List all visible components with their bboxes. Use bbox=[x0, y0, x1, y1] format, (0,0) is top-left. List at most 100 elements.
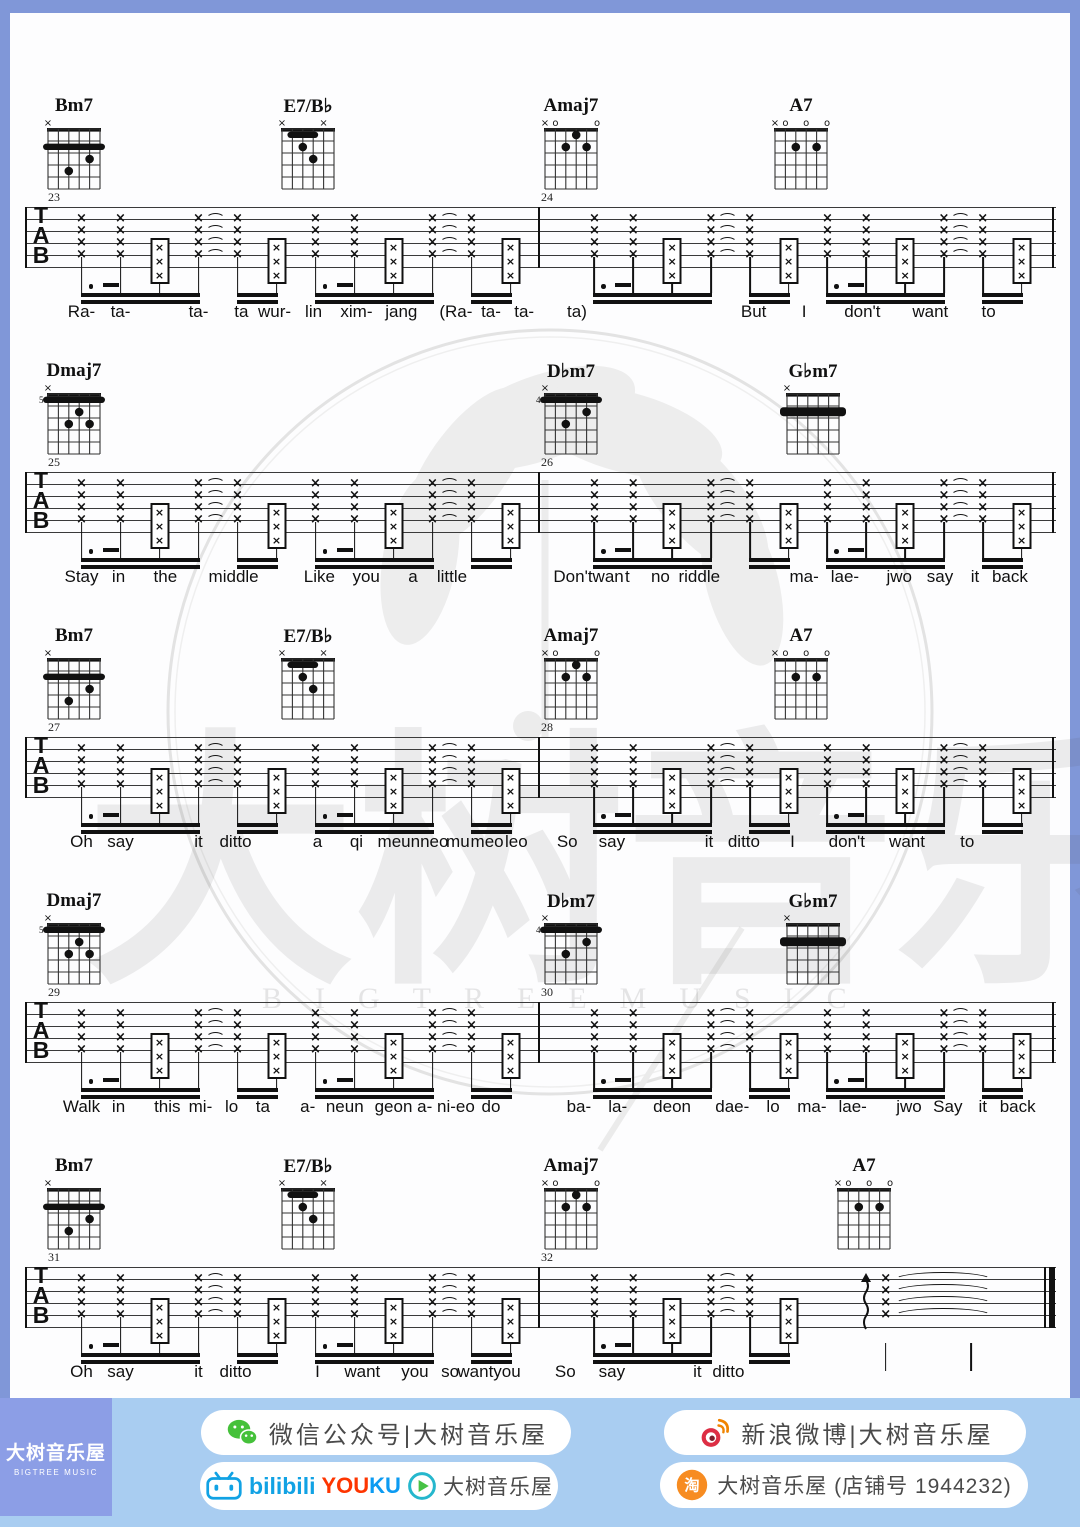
dead-note-box: × × × bbox=[895, 238, 915, 285]
note-stem bbox=[353, 787, 356, 823]
muted-strum-column: × × × × bbox=[115, 211, 126, 262]
chord-grid-icon: × o o o bbox=[834, 1178, 893, 1250]
beam-bar bbox=[748, 1359, 790, 1364]
note-stem bbox=[392, 549, 395, 558]
muted-strum-column: × × × × bbox=[977, 741, 989, 792]
dead-note-box: × × × bbox=[662, 768, 682, 815]
lyric-syllable: to bbox=[960, 832, 975, 851]
tie-arc bbox=[205, 1044, 225, 1056]
tie-arc bbox=[205, 225, 225, 237]
muted-strum-column: × × × × bbox=[627, 1271, 639, 1322]
chord-name: A7 bbox=[852, 1155, 876, 1176]
tie-arc bbox=[717, 755, 737, 767]
muted-strum-column: × × × × bbox=[821, 1006, 833, 1057]
note-stem bbox=[119, 787, 122, 823]
barline bbox=[538, 1267, 540, 1328]
barline bbox=[25, 737, 27, 798]
video-channels-badge: bilibili YOUKU 大树音乐屋 bbox=[200, 1462, 558, 1510]
lyric-syllable: Don'twan bbox=[553, 567, 624, 586]
staff-line bbox=[25, 484, 1056, 486]
dead-note-box: × × × bbox=[150, 768, 169, 815]
muted-strum-column: × × × × bbox=[427, 1271, 438, 1322]
chord-diagram: × 4 bbox=[535, 912, 607, 990]
muted-strum-column: × × × × bbox=[821, 741, 833, 792]
svg-text:×: × bbox=[783, 913, 791, 924]
beam-bar bbox=[748, 293, 790, 297]
note-stem bbox=[509, 814, 512, 823]
muted-strum-column: × × × × bbox=[705, 476, 717, 527]
barline bbox=[1052, 207, 1054, 268]
beam-bar bbox=[981, 1094, 1023, 1099]
muted-strum-column: × × × × bbox=[193, 1271, 204, 1322]
dead-note-box: × × × bbox=[662, 1298, 682, 1345]
muted-strum-column: × × × × bbox=[860, 476, 872, 527]
weibo-icon bbox=[702, 1418, 730, 1447]
muted-strum-column: × × × × bbox=[705, 1271, 717, 1322]
chord-name: E7/B♭ bbox=[283, 96, 333, 117]
beam-bar bbox=[470, 299, 512, 304]
note-stem bbox=[236, 522, 239, 558]
svg-text:×: × bbox=[44, 913, 52, 924]
muted-strum-column: × × × × bbox=[310, 741, 321, 792]
lyric-syllable: so bbox=[441, 1362, 460, 1381]
staff-line bbox=[25, 267, 1056, 269]
chord-name: Dmaj7 bbox=[46, 360, 102, 381]
tie-arc bbox=[205, 237, 225, 249]
partial-beam bbox=[336, 1078, 353, 1082]
dead-note-box: × × × bbox=[384, 503, 403, 550]
tie-arc bbox=[205, 1020, 225, 1032]
note-stem bbox=[119, 1317, 122, 1353]
svg-text:×: × bbox=[541, 648, 549, 659]
muted-strum-column: × × × × bbox=[938, 476, 950, 527]
chord-diagram: × bbox=[38, 117, 110, 195]
beam-bar bbox=[748, 1353, 790, 1357]
svg-text:×: × bbox=[319, 118, 327, 129]
lyric-syllable: jang bbox=[385, 302, 418, 321]
tie-arc bbox=[717, 1309, 737, 1321]
lyric-syllable: it bbox=[970, 567, 980, 586]
lyric-syllable: ba- bbox=[566, 1097, 592, 1116]
beam-bar bbox=[593, 293, 712, 297]
tab-system: Dmaj7 × 5 D♭m7 × 4 G♭m7 × 25 26 T A B × × × × × × × × ×… bbox=[0, 360, 1080, 625]
beam-bar bbox=[593, 564, 712, 569]
lyric-syllable: ta- bbox=[481, 302, 501, 321]
beam-bar bbox=[981, 293, 1023, 297]
muted-strum-column: × × × × bbox=[232, 741, 243, 792]
lyric-syllable: I bbox=[315, 1362, 320, 1381]
chord-grid-icon: × o o bbox=[541, 648, 600, 720]
lyric-syllable: it bbox=[194, 832, 203, 851]
note-stem bbox=[826, 787, 829, 823]
muted-strum-column: × × × × bbox=[115, 1006, 126, 1057]
muted-strum-column: × × × × bbox=[821, 476, 833, 527]
note-stem bbox=[671, 1079, 673, 1088]
lyric-syllable: ta- bbox=[514, 302, 535, 321]
staff-line bbox=[25, 797, 1056, 799]
beam-bar bbox=[593, 829, 712, 834]
video-channel-label: 大树音乐屋 bbox=[442, 1476, 553, 1499]
beam-bar bbox=[826, 564, 945, 569]
note-stem bbox=[158, 1079, 161, 1088]
dead-note-box: × × × bbox=[150, 238, 169, 285]
note-stem bbox=[275, 1079, 278, 1088]
svg-text:×: × bbox=[278, 1178, 286, 1189]
tab-system: Bm7 × E7/B♭ × × Amaj7 × o o A7 × o o o 31 32 T A B × × × × ×… bbox=[0, 1155, 1080, 1420]
tie-arc bbox=[950, 225, 970, 237]
strum-arrow-icon bbox=[861, 1273, 872, 1331]
rhythm-dot bbox=[88, 549, 94, 554]
chord-diagram: × o o bbox=[535, 647, 607, 725]
chord-grid-icon: × bbox=[780, 913, 846, 985]
note-stem bbox=[314, 1052, 317, 1088]
tab-clef-letter: A bbox=[32, 222, 50, 248]
chord-diagram: × bbox=[777, 382, 849, 460]
tab-clef-letter: B bbox=[32, 772, 50, 798]
lyric-syllable: back bbox=[999, 1097, 1036, 1116]
note-stem bbox=[632, 1317, 635, 1353]
svg-text:o: o bbox=[552, 648, 558, 659]
beam-bar bbox=[80, 299, 200, 304]
lyric-syllable: ta- bbox=[110, 302, 131, 321]
note-stem bbox=[236, 787, 239, 823]
note-stem bbox=[80, 522, 83, 558]
muted-strum-column: × × × × bbox=[349, 741, 360, 792]
note-stem bbox=[748, 1052, 751, 1088]
muted-strum-column: × × × × bbox=[310, 211, 321, 262]
